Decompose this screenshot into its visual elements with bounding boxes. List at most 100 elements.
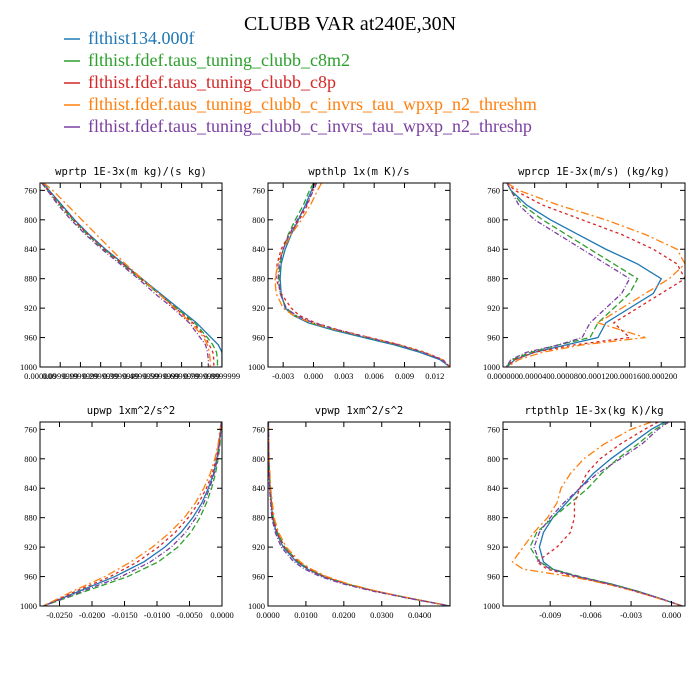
y-tick-label: 800 [487, 454, 500, 464]
chart-panel-5: vpwp 1xm^2/s^2 760 800 840 880 920 960 10000.00… [248, 405, 451, 620]
x-tick-label: 0.000080 [550, 371, 582, 381]
y-tick-label: 1000 [248, 601, 265, 611]
panel-title: vpwp 1xm^2/s^2 [315, 405, 404, 417]
x-tick-label: 0.5999999 [143, 371, 179, 381]
series-line-5 [277, 183, 450, 367]
x-tick-label: -0.006 [580, 610, 602, 620]
series-line-3 [42, 422, 222, 606]
x-tick-label: 0.000160 [614, 371, 646, 381]
x-tick-label: 0.0999999 [42, 371, 78, 381]
x-tick-label: -0.003 [272, 371, 294, 381]
x-tick-label: 0.0000 [210, 610, 233, 620]
series-line-4 [268, 422, 450, 606]
y-tick-label: 840 [252, 483, 265, 493]
x-tick-label: 0.4999999 [123, 371, 159, 381]
series-line-5 [268, 422, 450, 606]
y-tick-label: 920 [487, 303, 500, 313]
x-tick-label: 0.1999999 [62, 371, 98, 381]
panel-title: wpthlp 1x(m K)/s [308, 166, 409, 178]
y-tick-label: 800 [487, 215, 500, 225]
series-line-2 [268, 422, 450, 606]
x-tick-label: 0.000120 [582, 371, 614, 381]
x-tick-label: 0.2999999 [83, 371, 119, 381]
x-tick-label: 0.000000 [24, 371, 56, 381]
y-tick-label: 1000 [20, 601, 37, 611]
x-tick-label: 0.009 [395, 371, 414, 381]
chart-panel-1: wprtp 1E-3x(m kg)/(s kg) 760 800 840 880 920 9… [20, 166, 240, 381]
chart-panels: wprtp 1E-3x(m kg)/(s kg) 760 800 840 880 920 9… [20, 166, 686, 620]
series-line-1 [279, 183, 450, 367]
y-tick-label: 1000 [20, 362, 37, 372]
series-line-3 [268, 422, 450, 606]
y-tick-label: 760 [24, 424, 37, 434]
x-tick-label: -0.003 [620, 610, 642, 620]
y-tick-label: 960 [24, 333, 37, 343]
legend-label-5: flthist.fdef.taus_tuning_clubb_c_invrs_t… [88, 116, 532, 136]
y-tick-label: 840 [24, 244, 37, 254]
series-line-5 [41, 183, 210, 367]
y-tick-label: 760 [487, 424, 500, 434]
series-line-2 [278, 183, 450, 367]
y-tick-label: 920 [252, 303, 265, 313]
plot-frame [267, 182, 451, 368]
x-tick-label: 0.0000 [256, 610, 279, 620]
x-tick-label: -0.0150 [111, 610, 137, 620]
legend-label-1: flthist134.000f [88, 28, 195, 48]
panel-title: wprtp 1E-3x(m kg)/(s kg) [55, 166, 207, 178]
y-tick-label: 880 [252, 513, 265, 523]
series-line-1 [43, 183, 222, 367]
x-tick-label: 0.006 [365, 371, 384, 381]
y-tick-label: 880 [24, 274, 37, 284]
chart-panel-6: rtpthlp 1E-3x(kg K)/kg 760 800 840 880 920 960… [483, 405, 686, 620]
x-tick-label: -0.009 [539, 610, 561, 620]
series-line-2 [505, 183, 639, 367]
legend-label-2: flthist.fdef.taus_tuning_clubb_c8m2 [88, 50, 350, 70]
x-tick-label: 0.7999999 [184, 371, 220, 381]
y-tick-label: 880 [24, 513, 37, 523]
chart-panel-4: upwp 1xm^2/s^2 760 800 840 880 920 960 1000 -0.0… [20, 405, 234, 620]
series-line-2 [43, 422, 222, 606]
x-tick-label: 0.000 [662, 610, 681, 620]
y-tick-label: 960 [487, 333, 500, 343]
x-tick-label: -0.0250 [46, 610, 72, 620]
series-line-4 [274, 183, 450, 367]
y-tick-label: 840 [487, 244, 500, 254]
y-tick-label: 1000 [483, 362, 500, 372]
y-tick-label: 880 [252, 274, 265, 284]
series-line-5 [533, 422, 683, 606]
panel-title: upwp 1xm^2/s^2 [87, 405, 176, 417]
y-tick-label: 880 [487, 274, 500, 284]
x-tick-label: -0.0200 [79, 610, 105, 620]
plot-frame [502, 421, 686, 607]
series-line-3 [506, 183, 685, 367]
x-tick-label: 0.012 [425, 371, 444, 381]
series-line-5 [43, 422, 222, 606]
y-tick-label: 920 [487, 542, 500, 552]
series-line-2 [41, 183, 219, 367]
x-tick-label: -0.0100 [144, 610, 170, 620]
y-tick-label: 800 [24, 215, 37, 225]
series-line-4 [42, 422, 222, 606]
y-tick-label: 920 [24, 303, 37, 313]
y-tick-label: 1000 [248, 362, 265, 372]
x-tick-label: 0.0400 [408, 610, 431, 620]
panel-title: rtpthlp 1E-3x(kg K)/kg [524, 405, 663, 417]
x-tick-label: 0.003 [334, 371, 353, 381]
y-tick-label: 760 [252, 424, 265, 434]
y-tick-label: 800 [24, 454, 37, 464]
legend: flthist134.000fflthist.fdef.taus_tuning_… [64, 28, 537, 136]
x-tick-label: 0.3999999 [103, 371, 139, 381]
series-line-1 [268, 422, 450, 606]
y-tick-label: 880 [487, 513, 500, 523]
legend-label-3: flthist.fdef.taus_tuning_clubb_c8p [88, 72, 336, 92]
y-tick-label: 920 [24, 542, 37, 552]
series-line-3 [535, 422, 683, 606]
y-tick-label: 760 [24, 185, 37, 195]
plot-frame [267, 421, 451, 607]
plot-frame [502, 182, 686, 368]
figure-title: CLUBB VAR at240E,30N [244, 13, 456, 35]
chart-panel-2: wpthlp 1x(m K)/s 760 800 840 880 920 960 1000 -0… [248, 166, 451, 381]
series-line-1 [43, 422, 222, 606]
x-tick-label: 0.000040 [519, 371, 551, 381]
x-tick-label: 0.0200 [332, 610, 355, 620]
